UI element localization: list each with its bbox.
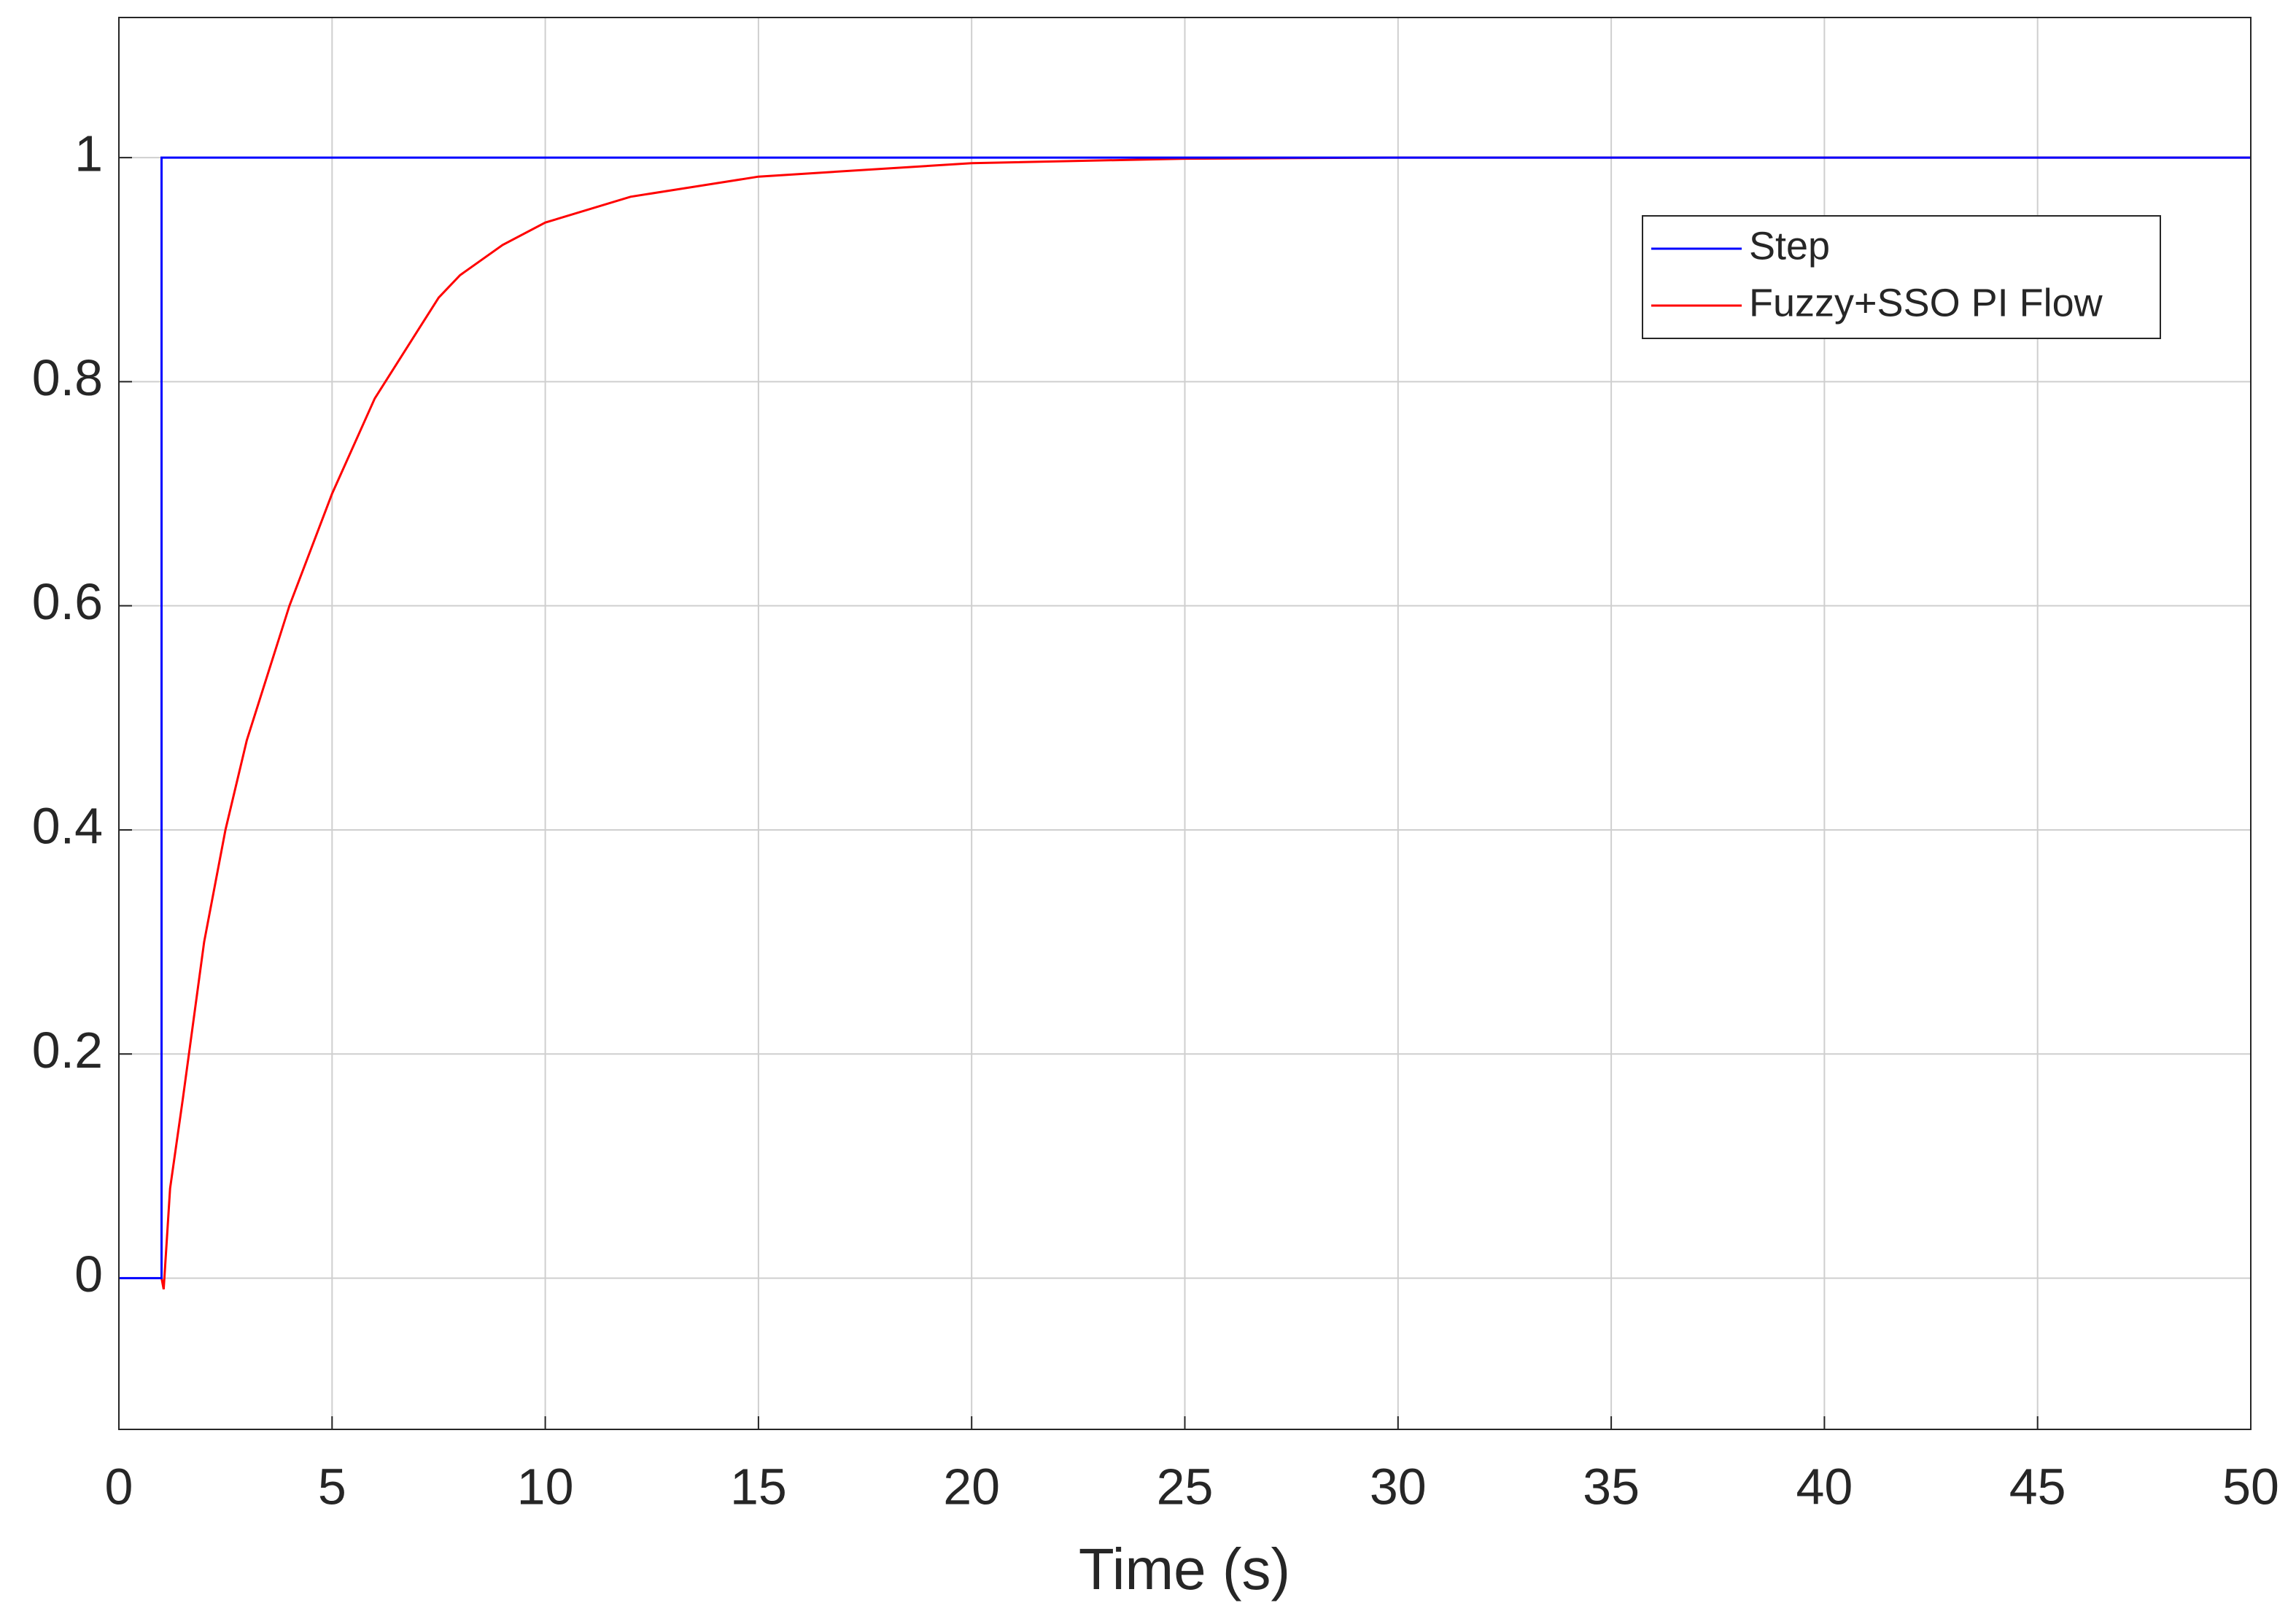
legend-box [1642, 215, 2161, 339]
plot-frame [118, 17, 2252, 1430]
x-tick-label: 35 [1583, 1458, 1640, 1515]
legend-label: Step [1749, 224, 1830, 268]
x-tick-label: 0 [105, 1458, 133, 1515]
x-tick-label: 45 [2009, 1458, 2066, 1515]
y-tick-label: 0 [74, 1246, 103, 1302]
y-tick-label: 0.2 [32, 1022, 103, 1079]
x-tick-label: 10 [517, 1458, 574, 1515]
y-tick-label: 1 [74, 125, 103, 182]
x-tick-label: 5 [318, 1458, 346, 1515]
x-tick-label: 20 [943, 1458, 1000, 1515]
legend-label: Fuzzy+SSO PI Flow [1749, 281, 2103, 325]
x-tick-label: 50 [2222, 1458, 2279, 1515]
x-axis-label: Time (s) [1079, 1537, 1290, 1601]
y-tick-label: 0.4 [32, 797, 103, 854]
y-tick-label: 0.6 [32, 573, 103, 630]
x-tick-label: 15 [730, 1458, 787, 1515]
legend: Step Fuzzy+SSO PI Flow [1642, 215, 2161, 339]
x-tick-label: 30 [1370, 1458, 1427, 1515]
series-line [160, 156, 2251, 1290]
series-line [119, 156, 2251, 1280]
x-tick-label: 40 [1796, 1458, 1853, 1515]
y-tick-label: 0.8 [32, 349, 103, 406]
x-tick-label: 25 [1157, 1458, 1214, 1515]
